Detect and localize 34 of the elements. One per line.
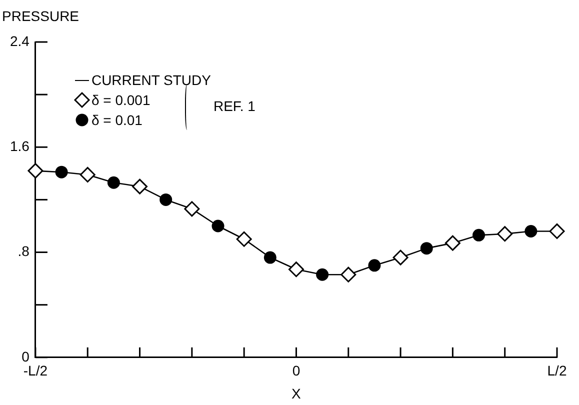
point [184, 201, 200, 217]
point [368, 259, 381, 272]
point [28, 163, 44, 179]
y-axis-title: PRESSURE [2, 8, 80, 24]
point [264, 251, 276, 264]
legend-label: δ = 0.01 [91, 111, 142, 130]
x-axis-title: X [292, 385, 302, 402]
x-tick-label: 0 [292, 362, 300, 379]
y-tick-label: .8 [18, 243, 30, 260]
point [212, 220, 224, 232]
point [132, 178, 148, 194]
legend-label: δ = 0.001 [91, 91, 150, 110]
y-tick-label: 0 [22, 348, 30, 364]
point [236, 231, 252, 247]
point [472, 228, 486, 242]
point [549, 223, 565, 239]
point [392, 250, 408, 266]
point [420, 242, 433, 255]
point [497, 226, 513, 242]
point [288, 262, 304, 278]
x-tick-label: L/2 [547, 362, 567, 379]
point [316, 268, 329, 281]
annotation: REF. 1 [213, 98, 256, 114]
point [80, 166, 96, 182]
point [55, 166, 68, 178]
y-tick-label: 2.4 [10, 32, 30, 49]
point [340, 266, 356, 282]
y-tick-label: 1.6 [10, 138, 30, 154]
x-tick-label: -L/2 [23, 362, 48, 379]
point [160, 193, 172, 206]
legend-label: CURRENT STUDY [91, 71, 211, 90]
point [107, 176, 120, 189]
point [524, 224, 538, 238]
point [444, 235, 460, 251]
